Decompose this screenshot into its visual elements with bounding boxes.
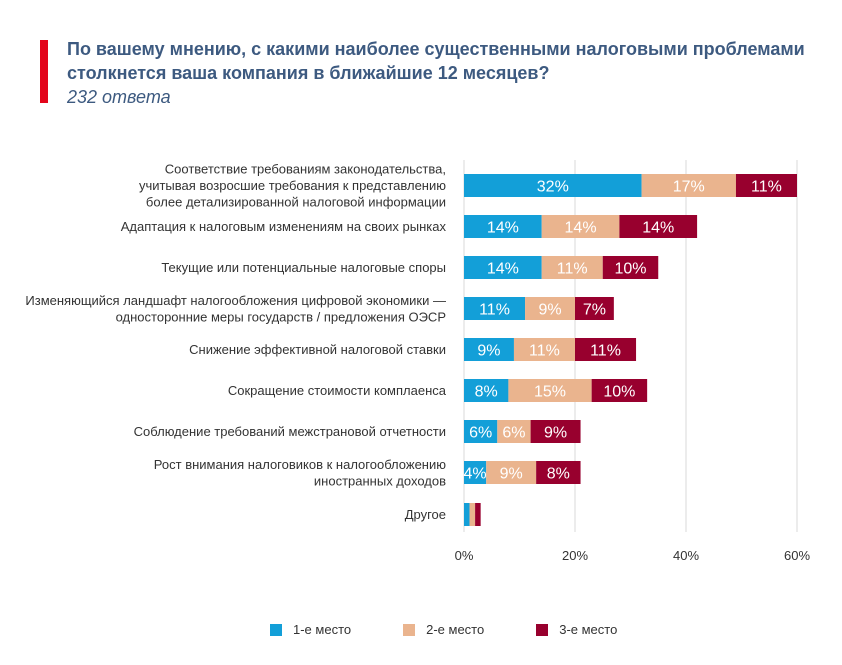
bar-row7-rank2: [486, 461, 537, 484]
value-label-row2-rank2: 11%: [557, 261, 588, 278]
value-label-row5-rank2: 15%: [534, 384, 566, 401]
category-label-8: Другое: [405, 507, 446, 522]
value-label-row4-rank2: 11%: [529, 343, 560, 360]
x-tick-label-2: 40%: [673, 548, 699, 563]
value-label-row1-rank2: 14%: [565, 220, 597, 237]
bar-row6-rank1: [464, 420, 498, 443]
bar-row0-rank1: [464, 174, 642, 197]
legend-item-rank-2: 2-е место: [403, 622, 484, 637]
legend-swatch-rank-1: [270, 623, 282, 636]
x-tick-label-1: 20%: [562, 548, 588, 563]
category-label-4: Снижение эффективной налоговой ставки: [189, 342, 446, 357]
bar-row1-rank1: [464, 215, 542, 238]
value-label-row0-rank2: 17%: [673, 179, 705, 196]
bar-row4-rank3: [575, 338, 637, 361]
bar-row0-rank3: [735, 174, 797, 197]
legend-label-rank-2: 2-е место: [426, 622, 485, 637]
legend-swatch-rank-3: [536, 623, 549, 636]
category-label-6: Соблюдение требований межстрановой отчет…: [134, 424, 446, 439]
value-label-row0-rank1: 32%: [537, 179, 569, 196]
category-label-2: Текущие или потенциальные налоговые спор…: [161, 260, 446, 275]
value-label-row3-rank3: 7%: [583, 302, 606, 319]
bar-row8-rank1: [464, 503, 470, 526]
legend: 1-е место 2-е место 3-е место: [270, 622, 669, 637]
chart-title: По вашему мнению, с какими наиболее суще…: [67, 39, 805, 83]
legend-item-rank-3: 3-е место: [536, 622, 617, 637]
value-label-row0-rank3: 11%: [751, 179, 782, 196]
value-label-row6-rank2: 6%: [502, 425, 525, 442]
value-label-row3-rank1: 11%: [479, 302, 510, 319]
bar-chart: 0% 20% 40% 60% Соответствие требованиям зако…: [25, 160, 810, 563]
bar-row0-rank2: [641, 174, 736, 197]
legend-swatch-rank-2: [403, 623, 416, 636]
value-label-row4-rank1: 9%: [477, 343, 500, 360]
value-label-row1-rank1: 14%: [487, 220, 519, 237]
bar-row2-rank2: [541, 256, 603, 279]
category-label-0: Соответствие требованиям законодательств…: [139, 162, 446, 210]
bar-row5-rank2: [508, 379, 592, 402]
bar-row3-rank1: [464, 297, 526, 320]
bar-row5-rank1: [464, 379, 509, 402]
category-label-7: Рост внимания налоговиков к налогообложе…: [154, 457, 446, 489]
value-label-row5-rank1: 8%: [475, 384, 498, 401]
bar-row6-rank3: [530, 420, 581, 443]
legend-item-rank-1: 1-е место: [270, 622, 351, 637]
bar-row4-rank2: [513, 338, 575, 361]
value-label-row2-rank3: 10%: [614, 261, 646, 278]
chart-subtitle: 232 ответа: [67, 87, 171, 107]
bar-row5-rank3: [591, 379, 648, 402]
value-label-row7-rank3: 8%: [547, 466, 570, 483]
value-label-row5-rank3: 10%: [603, 384, 635, 401]
accent-bar: [40, 40, 48, 103]
value-label-row6-rank3: 9%: [544, 425, 567, 442]
bar-row1-rank2: [541, 215, 620, 238]
category-label-1: Адаптация к налоговым изменениям на свои…: [121, 219, 447, 234]
category-label-5: Сокращение стоимости комплаенса: [228, 383, 447, 398]
value-label-row7-rank2: 9%: [500, 466, 523, 483]
bar-row6-rank2: [497, 420, 531, 443]
value-label-row6-rank1: 6%: [469, 425, 492, 442]
bar-row4-rank1: [464, 338, 514, 361]
bar-row3-rank2: [525, 297, 575, 320]
bar-row7-rank1: [464, 461, 487, 484]
category-label-3: Изменяющийся ландшафт налогообложения ци…: [25, 293, 446, 325]
value-label-row4-rank3: 11%: [590, 343, 621, 360]
x-tick-label-0: 0%: [455, 548, 474, 563]
legend-label-rank-1: 1-е место: [293, 622, 352, 637]
bar-row2-rank3: [602, 256, 659, 279]
x-tick-label-3: 60%: [784, 548, 810, 563]
value-label-row3-rank2: 9%: [538, 302, 561, 319]
bar-row3-rank3: [575, 297, 614, 320]
value-label-row7-rank1: 4%: [464, 466, 487, 483]
bar-row8-rank3: [475, 503, 481, 526]
value-label-row1-rank3: 14%: [642, 220, 674, 237]
bar-row2-rank1: [464, 256, 542, 279]
bar-row7-rank3: [536, 461, 581, 484]
legend-label-rank-3: 3-е место: [559, 622, 618, 637]
value-label-row2-rank1: 14%: [487, 261, 519, 278]
bar-row8-rank2: [469, 503, 476, 526]
bar-row1-rank3: [619, 215, 698, 238]
